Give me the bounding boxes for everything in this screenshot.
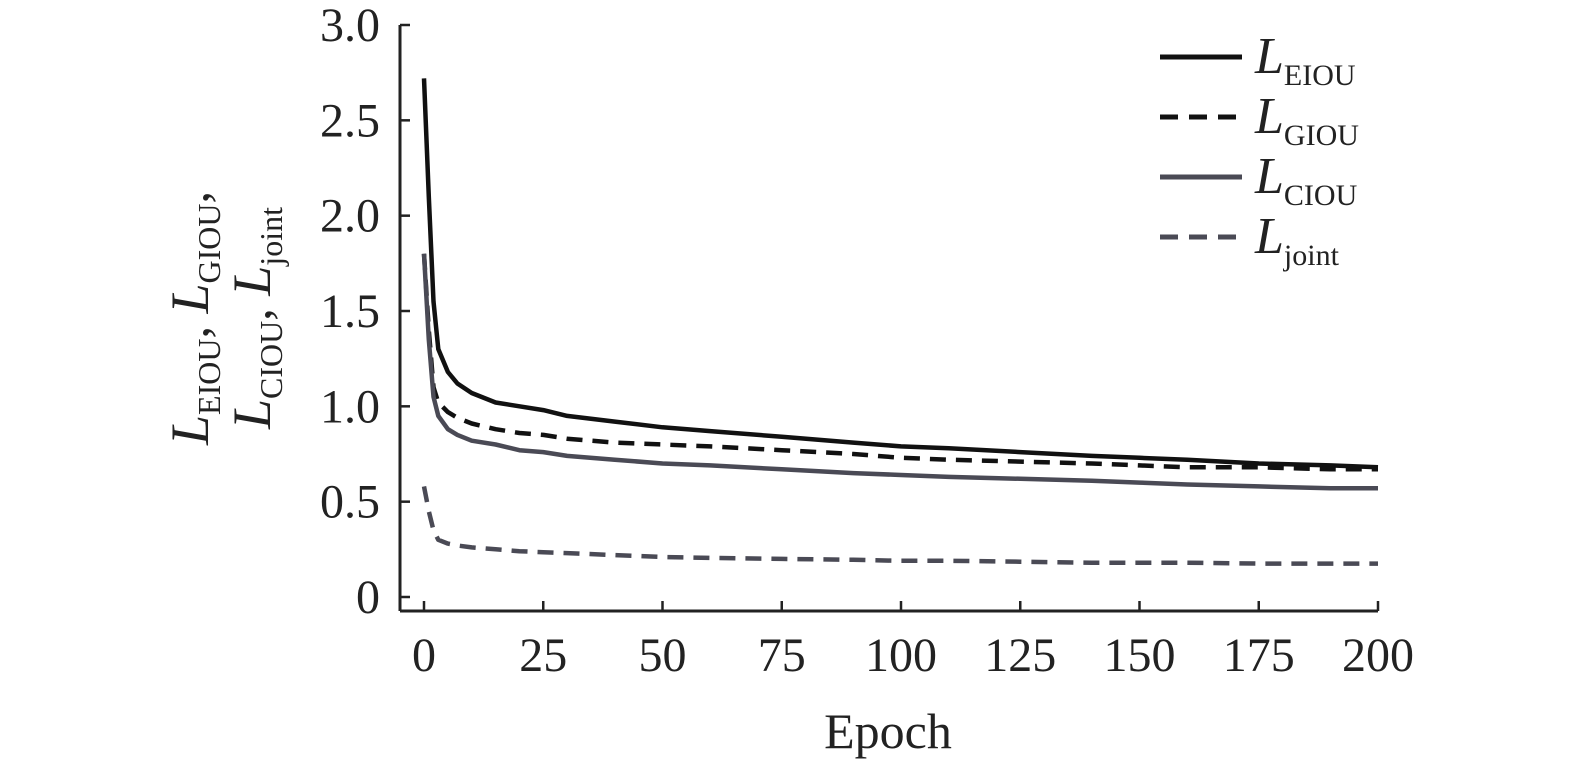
y-axis-title: LEIOU, LGIOU,LCIOU, Ljoint	[160, 191, 289, 446]
x-tick-label: 25	[519, 629, 567, 682]
series-line-giou	[421, 253, 1378, 472]
x-tick-label: 75	[758, 629, 806, 682]
x-tick-label: 50	[639, 629, 687, 682]
x-tick-label: 100	[865, 629, 937, 682]
series-line-eiou	[421, 78, 1379, 470]
series-line-ciou	[421, 253, 1378, 491]
x-axis-title: Epoch	[824, 703, 952, 759]
axes: 0 0.5 1.0 1.5 2.0 2.5 3.0 0 25 50 75 100 125 150 175 20…	[320, 0, 1414, 682]
y-tick-label: 2.0	[320, 190, 380, 243]
y-axis-title-line: LCIOU, Ljoint	[222, 207, 289, 430]
legend-label-eiou: LEIOU	[1254, 28, 1356, 92]
legend-label-ciou: LCIOU	[1254, 148, 1358, 212]
y-tick-label: 0	[356, 571, 380, 624]
series-line-joint	[421, 485, 1378, 566]
y-axis-title-line: LEIOU, LGIOU,	[160, 191, 227, 446]
y-tick-label: 2.5	[320, 94, 380, 147]
plot-lines	[421, 78, 1379, 566]
legend-label-joint: Ljoint	[1254, 208, 1340, 272]
x-tick-label: 125	[984, 629, 1056, 682]
x-tick-label: 200	[1342, 629, 1414, 682]
x-tick-label: 175	[1223, 629, 1295, 682]
y-tick-label: 3.0	[320, 0, 380, 52]
y-tick-label: 1.0	[320, 380, 380, 433]
x-tick-label: 0	[412, 629, 436, 682]
legend-label-giou: LGIOU	[1254, 88, 1359, 152]
y-tick-label: 0.5	[320, 476, 380, 529]
x-tick-label: 150	[1104, 629, 1176, 682]
y-tick-label: 1.5	[320, 285, 380, 338]
